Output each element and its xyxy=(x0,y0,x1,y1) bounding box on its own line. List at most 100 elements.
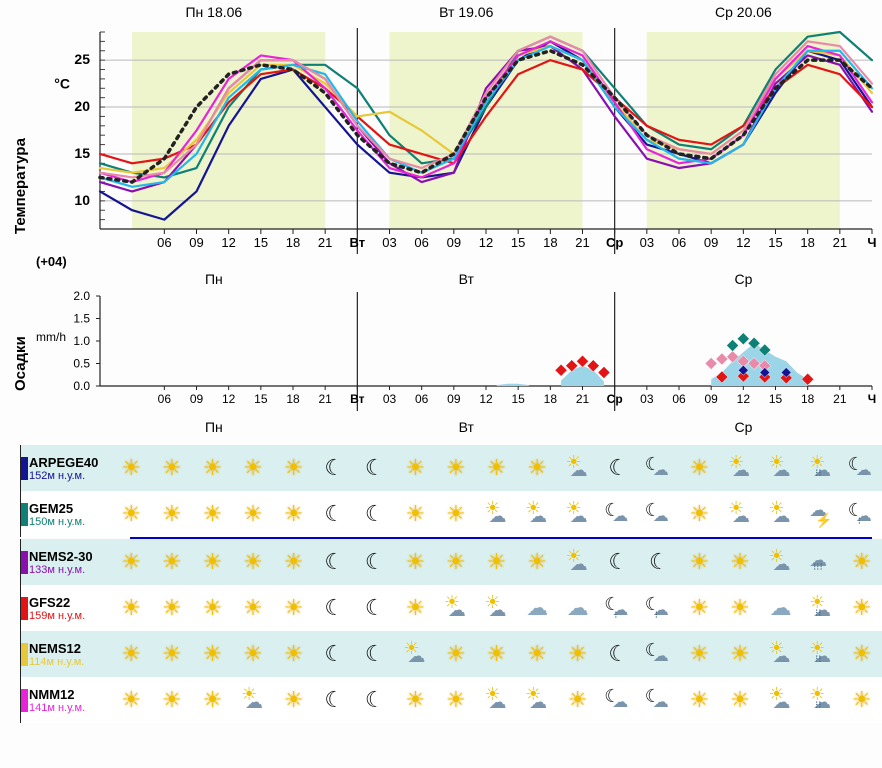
sun-icon: ☀ xyxy=(730,641,750,667)
sun-icon: ☀ xyxy=(284,687,304,713)
svg-text:20: 20 xyxy=(74,98,90,114)
forecast-cell: ☾ xyxy=(314,677,355,723)
sun-icon: ☀ xyxy=(203,595,223,621)
forecast-cell: ☀ xyxy=(273,585,314,631)
forecast-cell: ☾☁ xyxy=(639,445,680,491)
forecast-cell: ☁ xyxy=(760,585,801,631)
temperature-chart-svg: 10152025°C060912151821Вт03060912151821Ср… xyxy=(0,24,882,254)
model-row: ARPEGE40 152м н.у.м.☀☀☀☀☀☾☾☀☀☀☀☀☁☾☾☁☀☀☁☀… xyxy=(20,445,882,491)
svg-text:Ср: Ср xyxy=(607,392,623,406)
forecast-cell: ☀ xyxy=(679,445,720,491)
model-color-marker xyxy=(21,503,28,526)
moon-cloud-icon: ☾☁ xyxy=(645,500,673,528)
forecast-cell: ☀ xyxy=(476,539,517,585)
svg-text:21: 21 xyxy=(833,235,847,250)
model-row: NEMS2-30 133м н.у.м.☀☀☀☀☀☾☾☀☀☀☀☀☁☾☾☀☀☀☁☁… xyxy=(20,539,882,585)
sun-icon: ☀ xyxy=(446,549,466,575)
sun-icon: ☀ xyxy=(243,501,263,527)
forecast-cell: ☀ xyxy=(192,677,233,723)
precip-y-title: Осадки xyxy=(12,336,29,391)
svg-text:09: 09 xyxy=(189,235,203,250)
forecast-cell: ☀ xyxy=(841,677,882,723)
moon-icon: ☾ xyxy=(608,549,628,575)
svg-text:21: 21 xyxy=(318,392,332,406)
sun-icon: ☀ xyxy=(162,595,182,621)
forecast-cell: ☀☁ xyxy=(395,631,436,677)
forecast-cell: ☀ xyxy=(679,585,720,631)
moon-icon: ☾ xyxy=(365,501,385,527)
forecast-cell: ☀ xyxy=(720,585,761,631)
model-cells: ☀☀☀☀☀☾☾☀☁☀☀☀☀☾☾☁☀☀☀☁☀☁⁝⁝☀ xyxy=(111,631,882,677)
svg-text:15: 15 xyxy=(768,235,782,250)
forecast-cell: ☾☁⁝ xyxy=(598,585,639,631)
forecast-cell: ☀ xyxy=(557,677,598,723)
forecast-cell: ☁ xyxy=(557,585,598,631)
rain-icon: ☁⁝⁝⁝ xyxy=(807,548,835,576)
moon-icon: ☾ xyxy=(365,687,385,713)
sun-icon: ☀ xyxy=(852,641,872,667)
svg-text:12: 12 xyxy=(479,392,493,406)
sun-icon: ☀ xyxy=(203,641,223,667)
sun-rain-icon: ☀☁⁝⁝ xyxy=(807,686,835,714)
sun-icon: ☀ xyxy=(405,501,425,527)
svg-text:09: 09 xyxy=(447,392,461,406)
sun-icon: ☀ xyxy=(203,687,223,713)
models-forecast-grid: ARPEGE40 152м н.у.м.☀☀☀☀☀☾☾☀☀☀☀☀☁☾☾☁☀☀☁☀… xyxy=(20,445,882,723)
sun-icon: ☀ xyxy=(203,549,223,575)
forecast-cell: ☾☁ xyxy=(598,677,639,723)
svg-text:06: 06 xyxy=(157,235,171,250)
partly-cloudy-icon: ☀☁ xyxy=(767,686,795,714)
forecast-cell: ☀ xyxy=(192,585,233,631)
forecast-cell: ☀ xyxy=(233,539,274,585)
sun-icon: ☀ xyxy=(121,501,141,527)
model-color-marker xyxy=(21,643,28,666)
moon-icon: ☾ xyxy=(324,687,344,713)
sun-icon: ☀ xyxy=(568,687,588,713)
forecast-cell: ☀ xyxy=(111,631,152,677)
moon-icon: ☾ xyxy=(649,549,669,575)
forecast-cell: ☀ xyxy=(841,585,882,631)
sun-icon: ☀ xyxy=(243,595,263,621)
sun-rain-icon: ☀☁⁝⁝ xyxy=(807,454,835,482)
svg-text:03: 03 xyxy=(640,392,654,406)
forecast-cell: ☀ xyxy=(111,491,152,537)
forecast-cell: ☀ xyxy=(111,585,152,631)
forecast-cell: ☀ xyxy=(395,539,436,585)
sun-icon: ☀ xyxy=(405,455,425,481)
forecast-cell: ☀ xyxy=(679,491,720,537)
svg-text:Ср: Ср xyxy=(606,235,623,250)
forecast-cell: ☾ xyxy=(598,539,639,585)
forecast-cell: ☀☁ xyxy=(517,491,558,537)
svg-text:0.0: 0.0 xyxy=(73,379,90,393)
moon-icon: ☾ xyxy=(324,455,344,481)
day-header-2: Вт 19.06 xyxy=(328,4,605,20)
forecast-cell: ☾☁ xyxy=(639,677,680,723)
forecast-cell: ☀ xyxy=(273,631,314,677)
partly-cloudy-icon: ☀☁ xyxy=(726,500,754,528)
moon-icon: ☾ xyxy=(365,549,385,575)
storm-icon: ☁⚡ xyxy=(807,500,835,528)
forecast-cell: ☀☁ xyxy=(517,677,558,723)
forecast-cell: ☀ xyxy=(517,445,558,491)
forecast-cell: ☀ xyxy=(679,631,720,677)
cloud-icon: ☁ xyxy=(526,595,548,621)
forecast-cell: ☀☁⁝⁝ xyxy=(801,631,842,677)
sun-icon: ☀ xyxy=(121,595,141,621)
moon-icon: ☾ xyxy=(365,641,385,667)
svg-text:06: 06 xyxy=(672,235,686,250)
forecast-cell: ☾ xyxy=(354,631,395,677)
model-cells: ☀☀☀☀☀☾☾☀☀☀☀☀☁☾☾☁☀☀☁☀☁☀☁⁝⁝☾☁ xyxy=(111,445,882,491)
forecast-cell: ☀ xyxy=(233,491,274,537)
forecast-cell: ☀ xyxy=(273,677,314,723)
partly-cloudy-icon: ☀☁ xyxy=(767,548,795,576)
sun-icon: ☀ xyxy=(121,687,141,713)
svg-text:18: 18 xyxy=(543,235,557,250)
svg-text:12: 12 xyxy=(736,235,750,250)
sun-icon: ☀ xyxy=(405,549,425,575)
svg-text:09: 09 xyxy=(704,392,718,406)
forecast-cell: ☾ xyxy=(354,677,395,723)
sun-icon: ☀ xyxy=(527,549,547,575)
sun-icon: ☀ xyxy=(568,641,588,667)
forecast-cell: ☀ xyxy=(841,631,882,677)
sun-rain-icon: ☀☁⁝⁝ xyxy=(807,594,835,622)
